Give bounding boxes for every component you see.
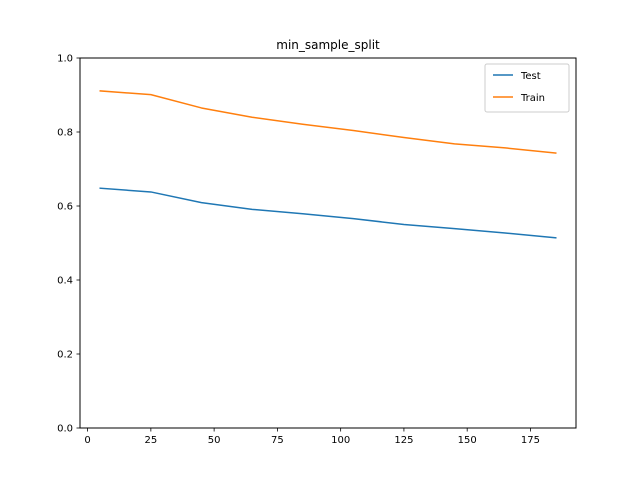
series-layer [99,90,557,239]
x-tick-label: 125 [394,435,413,446]
x-tick-label: 100 [331,435,350,446]
y-tick-label: 1.0 [57,54,73,65]
plot-area-frame [79,57,577,429]
x-tick-label: 25 [144,435,157,446]
y-tick-label: 0.6 [57,202,73,213]
y-axis: 0.0 0.2 0.4 0.6 0.8 1.0 [57,54,80,435]
legend-box [484,63,570,113]
x-axis: 0 25 50 75 100 125 150 175 [84,428,540,446]
y-tick-label: 0.4 [57,276,73,287]
series-line-train [99,90,557,154]
chart-title: min_sample_split [276,38,380,52]
legend: Test Train [484,63,570,113]
series-line-test [99,187,557,239]
x-tick-label: 50 [208,435,221,446]
x-tick-label: 150 [458,435,477,446]
y-tick-label: 0.2 [57,350,73,361]
y-tick-label: 0.0 [57,424,73,435]
x-tick-label: 75 [271,435,284,446]
x-tick-label: 175 [521,435,540,446]
legend-label-test: Test [520,71,541,82]
y-tick-label: 0.8 [57,128,73,139]
x-tick-label: 0 [84,435,90,446]
legend-label-train: Train [520,93,545,104]
